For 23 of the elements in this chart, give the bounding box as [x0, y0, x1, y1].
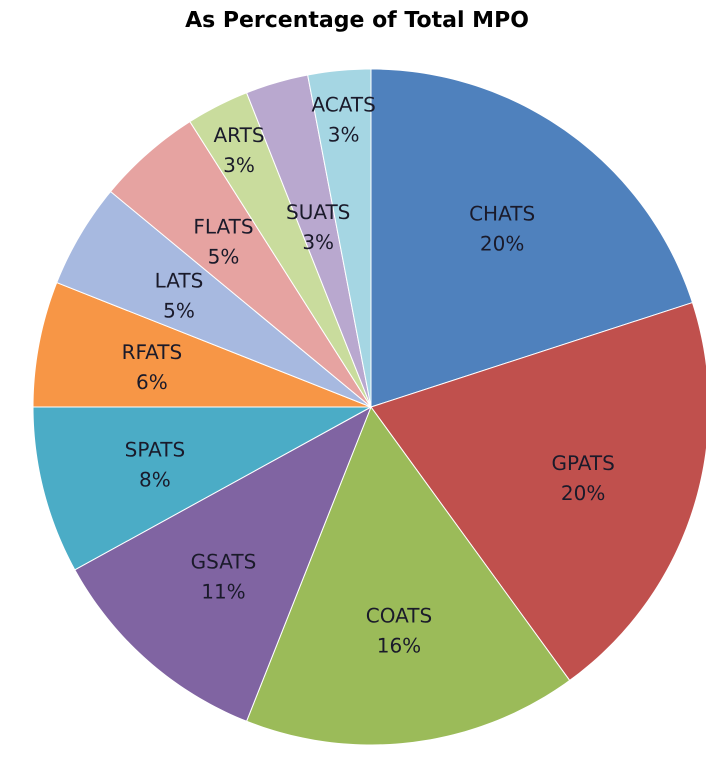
slice-label: GPATS [552, 450, 615, 475]
data-label: 3% [328, 122, 360, 147]
slice-label: FLATS [193, 214, 254, 239]
slice-label: SPATS [124, 437, 186, 462]
chart-title: As Percentage of Total MPO [184, 8, 530, 35]
slice-label: ARTS [214, 123, 265, 147]
data-label: 5% [208, 244, 240, 269]
slice-label: ACATS [311, 92, 376, 117]
data-label: 16% [376, 633, 422, 658]
data-label: 20% [560, 480, 606, 505]
data-label: 11% [201, 579, 246, 604]
slice-label: GSATS [190, 549, 256, 574]
slice-label: CHATS [469, 202, 536, 226]
slice-label: LATS [154, 268, 204, 292]
slice-label: RFATS [122, 340, 182, 364]
data-label: 8% [139, 467, 171, 492]
data-label: 20% [480, 232, 524, 256]
data-label: 5% [163, 298, 195, 322]
data-label: 6% [136, 370, 168, 394]
data-label: 3% [223, 153, 255, 177]
data-label: 3% [302, 230, 334, 254]
slice-label: COATS [366, 603, 432, 628]
slice-label: SUATS [286, 200, 350, 224]
